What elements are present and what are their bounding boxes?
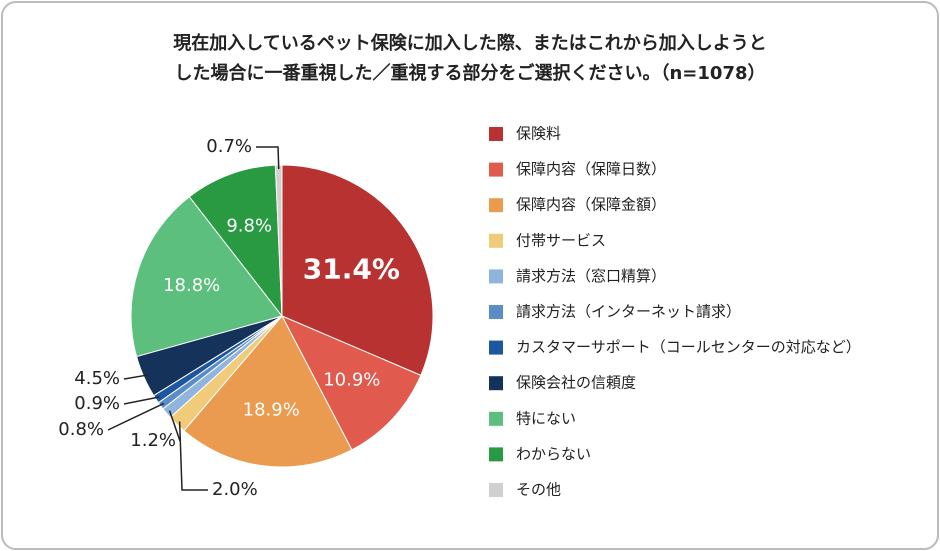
legend-label: 特にない	[516, 409, 576, 427]
leader-line	[107, 402, 165, 431]
legend-swatch	[489, 447, 503, 462]
legend-swatch	[489, 269, 503, 284]
legend-label: 保障内容（保障金額）	[516, 196, 666, 214]
leader-line	[256, 146, 280, 170]
legend-label: 保険会社の信頼度	[516, 374, 636, 392]
data-label: 2.0%	[212, 479, 258, 500]
legend-label: その他	[516, 481, 561, 499]
legend-label: 請求方法（窓口精算）	[516, 267, 666, 285]
data-label: 9.8%	[226, 216, 272, 237]
data-label: 0.9%	[74, 393, 120, 414]
pie-slice	[280, 314, 422, 451]
leader-line	[123, 396, 160, 405]
legend-label: カスタマーサポート（コールセンターの対応など）	[516, 338, 861, 356]
legend-label: 保険料	[516, 125, 561, 143]
legend-label: 請求方法（インターネット請求）	[516, 303, 741, 321]
pie-slice	[183, 315, 353, 468]
legend-swatch	[489, 340, 503, 355]
legend-swatch	[489, 483, 503, 497]
data-label: 0.8%	[58, 419, 104, 440]
legend-swatch	[489, 162, 503, 177]
data-label: 0.7%	[206, 136, 252, 157]
legend-label: 保障内容（保障日数）	[516, 160, 666, 178]
chart-title: 現在加入しているペット保険に加入した際、またはこれから加入しようと	[173, 32, 766, 54]
data-label: 4.5%	[74, 368, 120, 389]
legend-swatch	[489, 411, 503, 426]
pie-slice	[130, 196, 283, 358]
data-label: 1.2%	[130, 430, 176, 451]
data-label: 18.9%	[243, 400, 300, 421]
pie-slice	[281, 164, 434, 377]
data-label: 10.9%	[323, 370, 380, 391]
leader-line	[168, 410, 181, 442]
legend-label: 付帯サービス	[516, 231, 606, 249]
legend-swatch	[489, 127, 503, 141]
legend-swatch	[489, 376, 503, 391]
pie-slice	[188, 164, 283, 318]
data-label: 31.4%	[303, 252, 400, 285]
legend-swatch	[489, 198, 503, 213]
legend-swatch	[489, 233, 503, 248]
data-label: 18.8%	[163, 275, 220, 296]
leader-line	[123, 374, 148, 380]
legend-swatch	[489, 305, 503, 319]
leader-line	[178, 421, 208, 491]
legend-label: わからない	[516, 445, 591, 463]
chart-title: した場合に一番重視した／重視する部分をご選択ください。（n=1078）	[175, 62, 766, 84]
